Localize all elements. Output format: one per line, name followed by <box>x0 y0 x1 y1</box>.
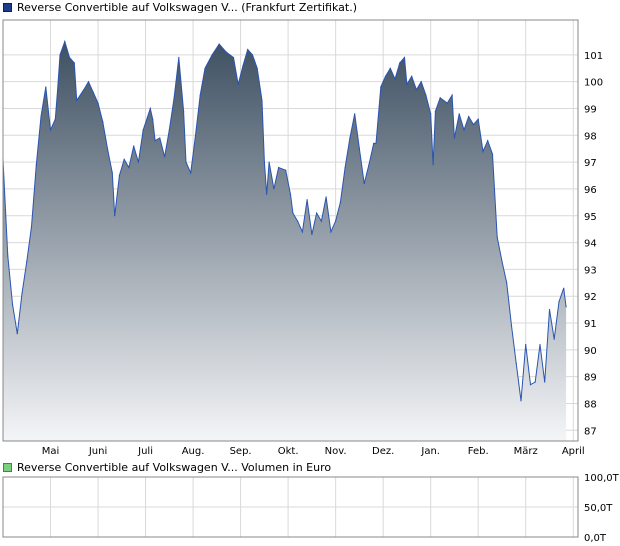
price-y-tick-label: 89 <box>584 373 597 384</box>
price-area-fill <box>3 41 567 441</box>
price-x-tick-label: Nov. <box>325 446 347 457</box>
price-y-axis: 87 88 89 90 91 92 93 94 95 96 97 98 99 100 101 <box>584 51 603 437</box>
price-y-tick-label: 98 <box>584 131 597 142</box>
volume-legend-swatch <box>3 462 12 472</box>
price-legend-swatch <box>3 2 12 12</box>
price-y-tick-label: 100 <box>584 78 603 89</box>
price-x-tick-label: Okt. <box>278 446 299 457</box>
price-legend-label: Reverse Convertible auf Volkswagen V... … <box>17 0 357 14</box>
price-series-line <box>2 39 567 401</box>
price-y-tick-label: 94 <box>584 239 597 250</box>
volume-y-tick-label: 50,0T <box>584 503 613 514</box>
price-legend: Reverse Convertible auf Volkswagen V... … <box>3 0 357 14</box>
volume-legend: Reverse Convertible auf Volkswagen V... … <box>3 460 331 474</box>
price-x-tick-label: April <box>562 446 585 457</box>
price-x-tick-label: Mai <box>42 446 60 457</box>
price-y-tick-label: 96 <box>584 185 597 196</box>
price-x-tick-label: Jan. <box>420 446 440 457</box>
price-x-tick-label: Juni <box>88 446 107 457</box>
volume-legend-label: Reverse Convertible auf Volkswagen V... … <box>17 460 332 474</box>
volume-y-axis: 0,0T 50,0T 100,0T <box>584 473 620 544</box>
price-y-tick-label: 92 <box>584 292 597 303</box>
volume-chart-grid <box>3 476 578 538</box>
price-y-tick-label: 101 <box>584 51 603 62</box>
price-x-tick-label: Dez. <box>372 446 394 457</box>
price-x-tick-label: Feb. <box>468 446 489 457</box>
price-y-tick-label: 95 <box>584 212 597 223</box>
price-y-tick-label: 99 <box>584 104 597 115</box>
volume-chart-frame <box>2 476 579 538</box>
price-x-tick-label: März <box>514 446 538 457</box>
price-x-tick-label: Sep. <box>230 446 252 457</box>
price-x-tick-label: Aug. <box>182 446 205 457</box>
price-y-tick-label: 90 <box>584 346 597 357</box>
price-chart-frame <box>2 19 579 442</box>
price-y-tick-label: 93 <box>584 265 597 276</box>
price-x-tick-label: Juli <box>137 446 153 457</box>
price-y-tick-label: 87 <box>584 426 597 437</box>
price-y-tick-label: 88 <box>584 399 597 410</box>
price-x-axis: Mai Juni Juli Aug. Sep. Okt. Nov. Dez. Jan. Feb. M… <box>42 446 585 457</box>
price-y-tick-label: 91 <box>584 319 597 330</box>
volume-y-tick-label: 100,0T <box>584 473 620 484</box>
volume-y-tick-label: 0,0T <box>584 533 607 544</box>
price-y-tick-label: 97 <box>584 158 597 169</box>
